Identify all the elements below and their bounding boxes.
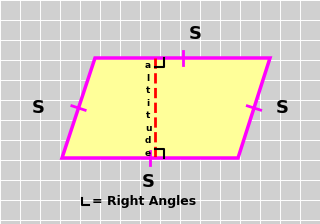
Text: S: S	[188, 25, 202, 43]
Text: S: S	[31, 99, 44, 117]
Text: t: t	[146, 111, 150, 120]
Text: t: t	[146, 86, 150, 95]
Text: S: S	[276, 99, 289, 117]
Text: l: l	[147, 74, 149, 83]
Polygon shape	[62, 58, 270, 158]
Text: a: a	[145, 62, 151, 71]
Text: d: d	[145, 136, 151, 145]
Text: i: i	[147, 99, 149, 108]
Text: = Right Angles: = Right Angles	[92, 195, 196, 208]
Text: S: S	[141, 173, 155, 191]
Text: u: u	[145, 124, 151, 133]
Text: e: e	[145, 149, 151, 157]
